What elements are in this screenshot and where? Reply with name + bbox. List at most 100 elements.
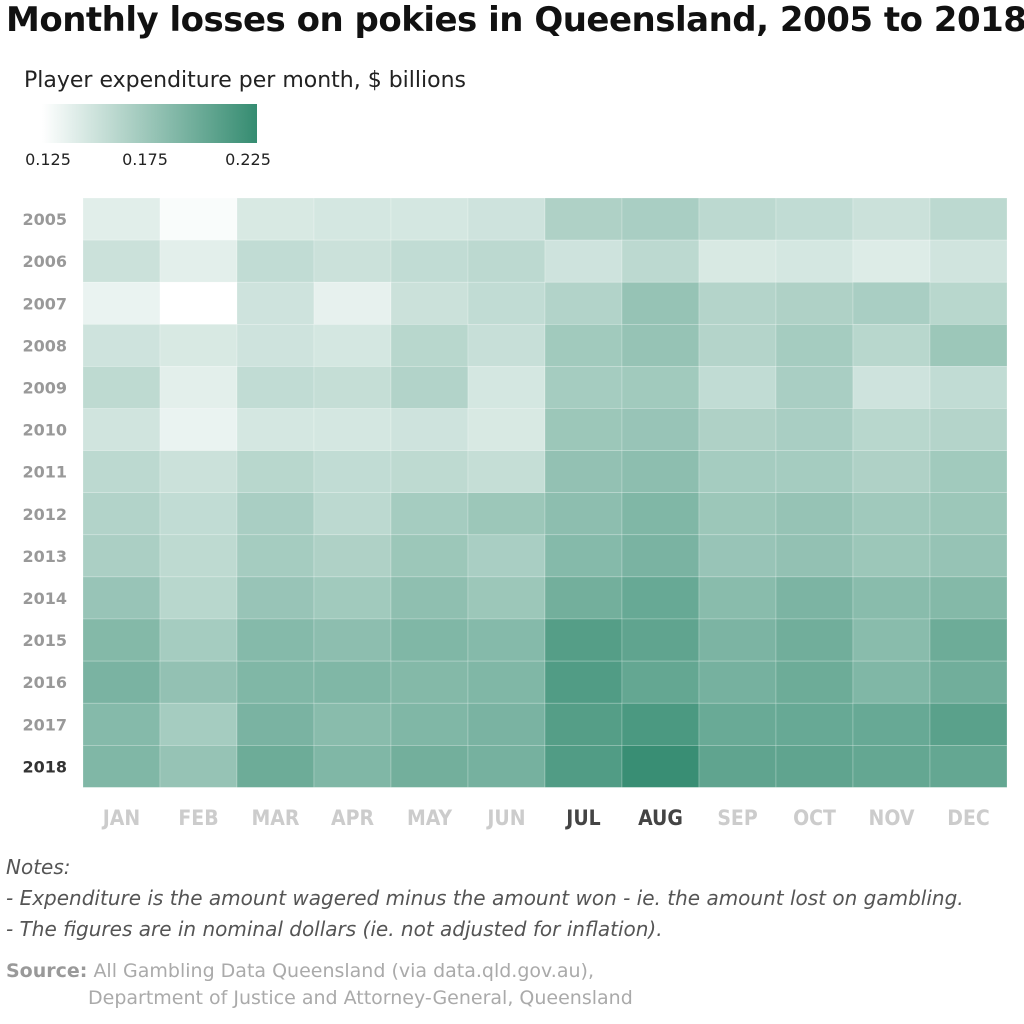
heatmap-cell bbox=[467, 366, 546, 409]
heatmap-cell bbox=[236, 702, 315, 746]
y-tick-label: 2007 bbox=[22, 294, 67, 313]
heatmap-cell bbox=[159, 660, 238, 704]
heatmap-cell bbox=[544, 618, 623, 662]
heatmap-cell bbox=[852, 408, 931, 451]
heatmap-cell bbox=[236, 408, 315, 451]
heatmap-cell bbox=[82, 744, 161, 788]
heatmap-cell bbox=[852, 450, 931, 494]
heatmap-cell bbox=[159, 744, 238, 788]
heatmap-cell bbox=[698, 660, 777, 704]
source-label: Source: bbox=[6, 960, 88, 982]
heatmap-cell bbox=[467, 197, 546, 241]
heatmap-cell bbox=[82, 408, 161, 451]
heatmap-cell bbox=[390, 534, 469, 578]
heatmap-cell bbox=[852, 239, 931, 283]
legend-tick: 0.225 bbox=[225, 150, 271, 169]
y-tick-label: 2011 bbox=[22, 463, 67, 482]
heatmap-cell bbox=[236, 534, 315, 578]
heatmap-cell bbox=[236, 366, 315, 409]
x-tick-label: JUN bbox=[485, 806, 525, 830]
heatmap-cell bbox=[82, 702, 161, 746]
heatmap-cell bbox=[82, 618, 161, 662]
heatmap-cell bbox=[775, 366, 854, 409]
heatmap-cell bbox=[82, 492, 161, 536]
heatmap-cell bbox=[467, 660, 546, 704]
heatmap-cell bbox=[852, 702, 931, 746]
heatmap-cell bbox=[313, 366, 392, 409]
heatmap-cell bbox=[621, 197, 700, 241]
heatmap-cell bbox=[467, 492, 546, 536]
heatmap-cell bbox=[544, 576, 623, 620]
heatmap-cell bbox=[82, 281, 161, 325]
heatmap-cell bbox=[467, 323, 546, 367]
heatmap-cell bbox=[621, 323, 700, 367]
heatmap-cell bbox=[390, 660, 469, 704]
heatmap-cell bbox=[390, 323, 469, 367]
note-line: - The figures are in nominal dollars (ie… bbox=[6, 917, 663, 941]
heatmap-cell bbox=[467, 618, 546, 662]
heatmap-cell bbox=[236, 239, 315, 283]
x-tick-label: MAY bbox=[407, 806, 452, 830]
notes: Notes: - Expenditure is the amount wager… bbox=[6, 852, 964, 945]
y-tick-label: 2017 bbox=[22, 715, 67, 734]
heatmap-cell bbox=[82, 660, 161, 704]
heatmap-cell bbox=[159, 323, 238, 367]
heatmap-cell bbox=[390, 197, 469, 241]
heatmap-cell bbox=[929, 534, 1008, 578]
heatmap-cell bbox=[929, 618, 1008, 662]
heatmap-cell bbox=[852, 576, 931, 620]
heatmap-cell bbox=[929, 576, 1008, 620]
chart-title: Monthly losses on pokies in Queensland, … bbox=[6, 0, 1024, 40]
heatmap-cell bbox=[236, 450, 315, 494]
x-tick-label: JUL bbox=[564, 806, 600, 830]
heatmap-cell bbox=[544, 534, 623, 578]
heatmap-cell bbox=[775, 702, 854, 746]
y-tick-label: 2016 bbox=[22, 673, 67, 692]
heatmap-cell bbox=[929, 450, 1008, 494]
heatmap-cell bbox=[698, 618, 777, 662]
heatmap-cell bbox=[467, 744, 546, 788]
source-line: All Gambling Data Queensland (via data.q… bbox=[93, 960, 594, 982]
heatmap-cell bbox=[929, 660, 1008, 704]
heatmap-cell bbox=[544, 660, 623, 704]
heatmap-cell bbox=[544, 197, 623, 241]
heatmap-cell bbox=[236, 576, 315, 620]
heatmap-cell bbox=[467, 450, 546, 494]
heatmap-cell bbox=[621, 534, 700, 578]
heatmap-cell bbox=[159, 239, 238, 283]
heatmap-cell bbox=[929, 492, 1008, 536]
heatmap-cell bbox=[390, 618, 469, 662]
heatmap-cell bbox=[544, 323, 623, 367]
heatmap-cell bbox=[467, 576, 546, 620]
heatmap-cell bbox=[544, 281, 623, 325]
heatmap-cell bbox=[390, 702, 469, 746]
x-tick-label: AUG bbox=[638, 806, 683, 830]
heatmap-cell bbox=[159, 281, 238, 325]
heatmap-cell bbox=[698, 408, 777, 451]
legend-title: Player expenditure per month, $ billions bbox=[24, 68, 466, 93]
y-tick-label: 2006 bbox=[22, 252, 67, 271]
legend-tick: 0.125 bbox=[25, 150, 71, 169]
heatmap-cell bbox=[544, 702, 623, 746]
heatmap-cell bbox=[159, 534, 238, 578]
heatmap-cell bbox=[82, 197, 161, 241]
heatmap-cell bbox=[775, 492, 854, 536]
y-tick-label: 2005 bbox=[22, 210, 67, 229]
heatmap-cell bbox=[929, 281, 1008, 325]
heatmap-cell bbox=[159, 618, 238, 662]
heatmap-cell bbox=[852, 366, 931, 409]
heatmap-cell bbox=[390, 239, 469, 283]
heatmap-cell bbox=[313, 744, 392, 788]
source: Source: All Gambling Data Queensland (vi… bbox=[6, 958, 633, 1012]
heatmap-cell bbox=[82, 239, 161, 283]
heatmap-cell bbox=[313, 323, 392, 367]
legend-tick: 0.175 bbox=[122, 150, 168, 169]
heatmap-cell bbox=[698, 197, 777, 241]
y-tick-label: 2014 bbox=[22, 589, 67, 608]
x-tick-label: FEB bbox=[178, 806, 218, 830]
y-tick-label: 2013 bbox=[22, 547, 67, 566]
heatmap-cell bbox=[775, 450, 854, 494]
legend-color-bar bbox=[42, 104, 257, 143]
heatmap-cell bbox=[467, 534, 546, 578]
heatmap-cell bbox=[236, 281, 315, 325]
